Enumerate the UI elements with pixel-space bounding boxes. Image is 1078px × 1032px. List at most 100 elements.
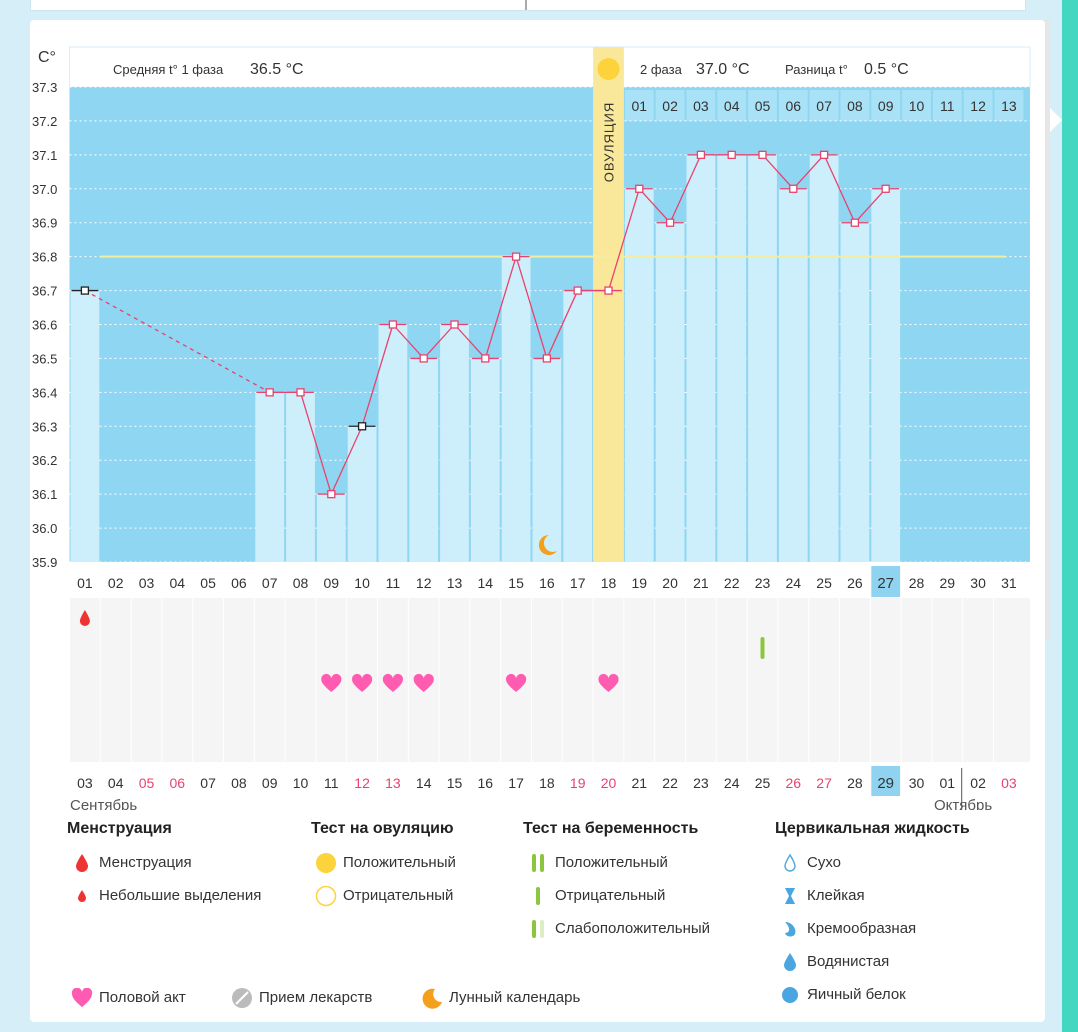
temp-point xyxy=(758,150,767,160)
temp-point xyxy=(419,354,428,363)
legend-ovulation-test: Тест на овуляцию Положительный Отрицател… xyxy=(311,820,456,912)
temp-point xyxy=(850,218,860,227)
cycle-day-label: 30 xyxy=(970,575,986,591)
ovulation-test-sun-icon xyxy=(597,58,620,80)
phase2-day-label: 06 xyxy=(786,98,802,114)
y-tick-label: 36.8 xyxy=(32,250,57,265)
phase2-day-cell xyxy=(994,90,1024,121)
temp-bar xyxy=(563,290,593,562)
calendar-date-label: 24 xyxy=(724,775,740,791)
cycle-day-label: 24 xyxy=(786,575,802,591)
calendar-date-label: 03 xyxy=(77,775,93,791)
y-tick-label: 36.1 xyxy=(32,487,57,502)
legend-label: Половой акт xyxy=(99,989,186,1006)
temp-point xyxy=(604,286,613,295)
creamy-drop-icon xyxy=(775,920,805,938)
legend-item-medicine: Прием лекарств xyxy=(227,981,417,1014)
phase2-day-cell xyxy=(932,90,962,121)
small-drop-icon xyxy=(79,610,90,626)
temp-line-segment xyxy=(454,324,486,359)
temp-point xyxy=(80,286,90,295)
today-date-label: 29 xyxy=(877,775,894,792)
cycle-day-label: 02 xyxy=(108,575,124,591)
cycle-day-label: 08 xyxy=(293,575,309,591)
calendar-date-label: 17 xyxy=(508,775,524,791)
temp-line-segment xyxy=(546,290,579,359)
temp-bar xyxy=(316,494,346,562)
phase2-day-label: 10 xyxy=(909,98,925,114)
temp-line-segment xyxy=(423,324,455,359)
cycle-day-label: 22 xyxy=(724,575,740,591)
cycle-day-label: 11 xyxy=(386,575,401,591)
cycle-day-label: 06 xyxy=(231,575,247,591)
current-day-highlight xyxy=(871,566,901,597)
legend-item-watery: Водянистая xyxy=(775,945,970,978)
temp-line-segment xyxy=(299,392,332,495)
y-tick-label: 36.6 xyxy=(32,318,57,333)
temp-bar xyxy=(409,358,439,562)
calendar-date-label: 06 xyxy=(170,775,186,791)
legend-label: Яичный белок xyxy=(807,986,906,1003)
legend-label: Водянистая xyxy=(807,953,890,970)
phase2-day-label: 01 xyxy=(632,98,648,114)
temp-bar xyxy=(347,426,377,562)
temp-point xyxy=(881,184,890,193)
temp-bar xyxy=(809,154,839,562)
legend-item-negative: Отрицательный xyxy=(523,879,710,912)
scrollbar[interactable] xyxy=(1040,20,1050,640)
phase2-day-cell xyxy=(809,90,839,121)
phase2-day-label: 08 xyxy=(847,98,863,114)
cycle-day-label: 23 xyxy=(755,575,771,591)
temp-line-segment xyxy=(84,290,271,393)
temp-bar xyxy=(255,392,285,562)
two-lines-icon xyxy=(523,853,553,873)
calendar-date-label: 10 xyxy=(293,775,309,791)
calendar-date-label: 13 xyxy=(385,775,401,791)
cycle-day-label: 03 xyxy=(139,575,155,591)
y-tick-label: 36.5 xyxy=(32,351,57,366)
temp-bar xyxy=(440,324,469,562)
legend-menstruation-title: Менструация xyxy=(67,820,172,837)
phase1-value: 36.5 °C xyxy=(250,61,304,78)
temp-bar xyxy=(717,154,747,562)
cycle-day-label: 05 xyxy=(200,575,216,591)
cycle-day-label: 09 xyxy=(324,575,340,591)
calendar-date-label: 11 xyxy=(324,775,339,791)
legend-item-creamy: Кремообразная xyxy=(775,912,970,945)
water-drop-icon xyxy=(775,952,805,972)
temp-bar xyxy=(840,222,870,562)
phase2-day-label: 04 xyxy=(724,98,740,114)
calendar-date-label: 27 xyxy=(816,775,832,791)
phase2-day-cell xyxy=(871,90,901,121)
diff-label: Разница t° xyxy=(785,62,848,77)
legend-label: Прием лекарств xyxy=(259,989,373,1006)
temp-bar xyxy=(532,358,562,562)
temp-point xyxy=(573,286,582,295)
phase2-day-cell xyxy=(686,90,716,121)
drop-outline-icon xyxy=(775,853,805,873)
temp-point xyxy=(265,388,274,397)
temp-point xyxy=(696,150,706,160)
y-tick-label: 37.2 xyxy=(32,114,57,129)
temp-line-segment xyxy=(361,324,394,427)
legend-cervical-title: Цервикальная жидкость xyxy=(775,820,970,837)
phase2-day-label: 09 xyxy=(878,98,894,114)
phase2-day-cell xyxy=(840,90,870,121)
y-tick-label: 36.7 xyxy=(32,284,57,299)
legend-pregnancy-test: Тест на беременность Положительный Отриц… xyxy=(523,820,710,945)
cycle-day-label: 21 xyxy=(693,575,709,591)
heart-icon xyxy=(598,673,619,692)
legend-item-intercourse: Половой акт xyxy=(67,981,227,1014)
temp-line-segment xyxy=(330,426,363,495)
cycle-day-label: 18 xyxy=(601,575,617,591)
top-panel-divider xyxy=(525,0,527,10)
temp-line-segment xyxy=(669,154,702,223)
bbt-chart[interactable]: Средняя t° 1 фаза 36.5 °C 2 фаза 37.0 °C Раз… xyxy=(30,20,1045,810)
cycle-day-label: 01 xyxy=(77,575,93,591)
next-arrow-icon[interactable] xyxy=(1050,108,1062,132)
calendar-date-label: 04 xyxy=(108,775,124,791)
diff-value: 0.5 °C xyxy=(864,61,909,78)
calendar-date-label: 22 xyxy=(662,775,678,791)
calendar-date-label: 30 xyxy=(909,775,925,791)
temp-line-segment xyxy=(823,154,856,223)
